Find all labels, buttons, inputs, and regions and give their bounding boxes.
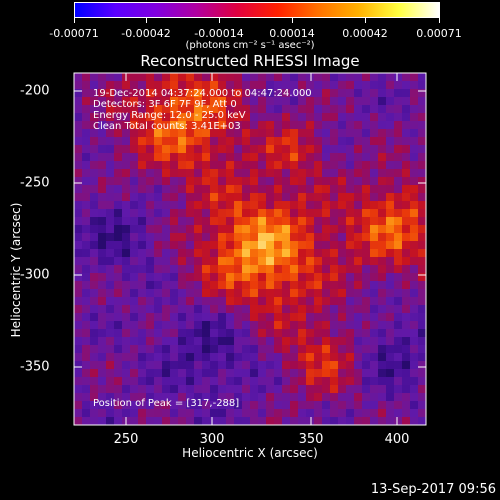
peak-position-label: Position of Peak = [317,-288] (93, 398, 240, 409)
time-range-label: 19-Dec-2014 04:37:24.000 to 04:47:24.000 (93, 88, 312, 99)
x-tick: 250 (113, 432, 139, 447)
colorbar-tick: 0.00014 (269, 27, 315, 40)
clean-counts-label: Clean Total counts: 3.41E+03 (93, 121, 241, 132)
colorbar-tick: 0.00071 (416, 27, 462, 40)
x-tick: 300 (199, 432, 225, 447)
colorbar-tick: 0.00042 (342, 27, 388, 40)
colorbar-tick: -0.00014 (194, 27, 244, 40)
plot-frame (73, 72, 427, 426)
colorbar-units: (photons cm⁻² s⁻¹ asec⁻²) (185, 40, 315, 51)
footer-timestamp: 13-Sep-2017 09:56 (370, 482, 496, 497)
y-tick: -300 (20, 267, 50, 283)
colorbar (74, 2, 440, 18)
y-axis-label: Heliocentric Y (arcsec) (9, 202, 23, 338)
y-tick: -250 (20, 175, 50, 191)
y-tick: -350 (20, 359, 50, 375)
image-title: Reconstructed RHESSI Image (140, 52, 360, 70)
axis-ticks (74, 73, 426, 425)
colorbar-tick: -0.00042 (121, 27, 171, 40)
detectors-label: Detectors: 3F 6F 7F 9F, Att 0 (93, 99, 237, 110)
energy-range-label: Energy Range: 12.0 - 25.0 keV (93, 110, 246, 121)
y-tick: -200 (20, 83, 50, 99)
x-tick: 350 (298, 432, 324, 447)
colorbar-tick: -0.00071 (49, 27, 99, 40)
heatmap-pixels (74, 73, 426, 425)
x-axis-label: Heliocentric X (arcsec) (182, 446, 318, 460)
x-tick: 400 (384, 432, 410, 447)
